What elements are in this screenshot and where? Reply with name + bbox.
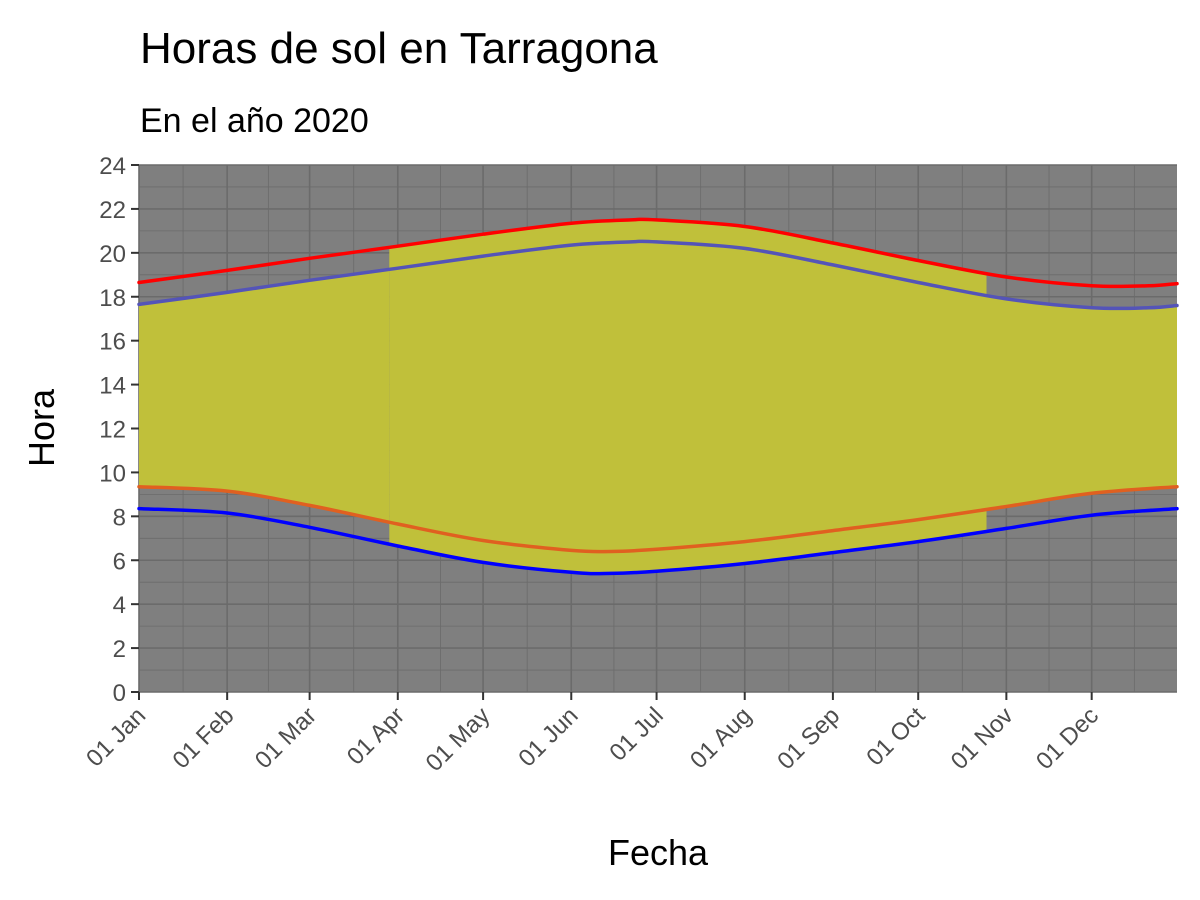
y-tick-label: 14 bbox=[99, 373, 126, 400]
y-tick-label: 20 bbox=[99, 241, 126, 268]
x-tick-label: 01 Oct bbox=[861, 702, 930, 771]
y-tick-label: 8 bbox=[113, 504, 126, 531]
y-tick-label: 6 bbox=[113, 548, 126, 575]
daylight-area bbox=[139, 219, 1177, 574]
chart-subtitle: En el año 2020 bbox=[140, 102, 369, 140]
x-axis: 01 Jan 01 Feb 01 Mar 01 Apr 01 May 01 Jun 01 J… bbox=[81, 692, 1104, 777]
x-tick-label: 01 Nov bbox=[946, 702, 1019, 775]
daylight-fill-winter-2 bbox=[986, 295, 1177, 510]
daylight-fill-winter-1 bbox=[139, 269, 390, 523]
chart-title: Horas de sol en Tarragona bbox=[140, 24, 658, 73]
x-tick-label: 01 Sep bbox=[772, 702, 845, 775]
x-tick-label: 01 Jan bbox=[81, 702, 151, 772]
y-axis-title: Hora bbox=[21, 388, 62, 467]
y-tick-label: 12 bbox=[99, 417, 126, 444]
y-tick-label: 22 bbox=[99, 197, 126, 224]
y-tick-label: 4 bbox=[113, 592, 126, 619]
x-axis-title: Fecha bbox=[608, 832, 709, 873]
x-tick-label: 01 Apr bbox=[342, 702, 410, 770]
x-tick-label: 01 Feb bbox=[167, 702, 239, 774]
y-tick-label: 18 bbox=[99, 285, 126, 312]
line-sunset_utc bbox=[137, 239, 1179, 311]
y-tick-label: 16 bbox=[99, 329, 126, 356]
y-tick-label: 0 bbox=[113, 680, 126, 707]
series-lines bbox=[137, 217, 1179, 576]
line-sunset_local bbox=[137, 217, 1179, 289]
y-tick-label: 2 bbox=[113, 636, 126, 663]
line-sunrise_local bbox=[137, 484, 1179, 554]
x-tick-label: 01 Mar bbox=[250, 702, 322, 774]
x-tick-label: 01 Jul bbox=[604, 702, 668, 766]
y-tick-label: 10 bbox=[99, 460, 126, 487]
line-sunrise_utc bbox=[137, 506, 1179, 576]
daylight-fill-summer bbox=[388, 219, 987, 574]
x-tick-label: 01 Aug bbox=[685, 702, 757, 774]
x-tick-label: 01 Jun bbox=[513, 702, 583, 772]
x-tick-label: 01 Dec bbox=[1031, 702, 1104, 775]
y-tick-label: 24 bbox=[99, 153, 126, 180]
x-tick-label: 01 May bbox=[421, 702, 496, 777]
